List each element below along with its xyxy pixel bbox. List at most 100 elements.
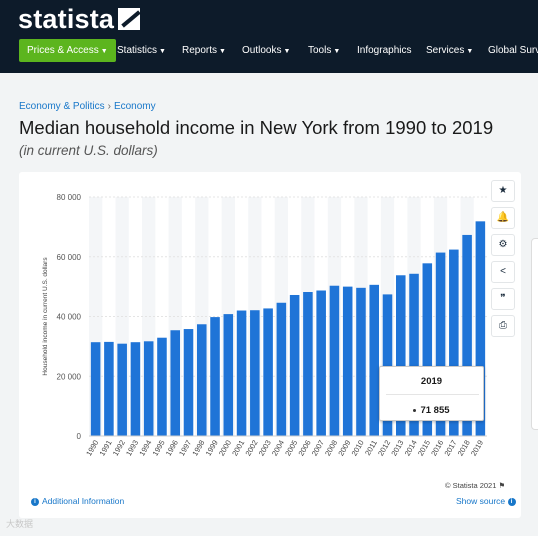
prices-access-label: Prices & Access — [27, 45, 99, 56]
star-icon[interactable]: ★ — [491, 180, 515, 202]
quote-icon[interactable]: ❞ — [491, 288, 515, 310]
x-tick-label: 1998 — [190, 439, 206, 458]
x-tick-label: 2006 — [296, 439, 312, 458]
nav-item-outlooks[interactable]: Outlooks ▼ — [242, 39, 290, 62]
bar-2008[interactable] — [329, 285, 340, 436]
nav-label: Outlooks — [242, 45, 282, 56]
bar-1993[interactable] — [130, 342, 141, 436]
share-icon[interactable]: < — [491, 261, 515, 283]
x-tick-label: 2007 — [310, 439, 326, 458]
bar-2010[interactable] — [356, 287, 366, 436]
bar-2000[interactable] — [223, 314, 234, 436]
bar-2013[interactable] — [395, 275, 406, 436]
breadcrumb-economy[interactable]: Economy — [113, 101, 156, 112]
bar-2011[interactable] — [369, 284, 380, 436]
bar-chart: 0 20 000 40 000 60 000 80 000 Household incom… — [42, 193, 487, 458]
bar-1996[interactable] — [170, 330, 181, 436]
bar-2014[interactable] — [409, 273, 419, 436]
nav-label: Reports — [182, 45, 218, 56]
nav-item-tools[interactable]: Tools ▼ — [308, 39, 340, 62]
logo-text: statista — [18, 3, 115, 34]
bar-1991[interactable] — [104, 341, 114, 436]
nav-item-global-survey[interactable]: Global Surve — [488, 39, 538, 62]
additional-information-label: Additional Information — [42, 496, 125, 506]
x-tick-label: 1997 — [177, 439, 193, 458]
nav-label: Statistics — [117, 45, 158, 56]
main-nav: Prices & Access ▼ Statistics ▼ Reports ▼ Ou… — [0, 39, 538, 62]
x-tick-label: 2018 — [456, 439, 472, 458]
caret-down-icon: ▼ — [219, 48, 226, 55]
bar-1999[interactable] — [210, 317, 220, 436]
bell-icon[interactable]: 🔔 — [491, 207, 515, 229]
bar-2005[interactable] — [289, 294, 300, 436]
info-icon: i — [31, 497, 39, 506]
bar-2018[interactable] — [462, 234, 472, 436]
bar-2003[interactable] — [263, 308, 273, 436]
gear-icon[interactable]: ⚙ — [491, 234, 515, 256]
nav-label: Infographics — [357, 45, 412, 56]
x-tick-label: 2010 — [350, 439, 366, 458]
bar-2017[interactable] — [449, 249, 459, 436]
x-tick-label: 2017 — [442, 439, 458, 458]
bar-1995[interactable] — [157, 337, 167, 436]
bar-1998[interactable] — [196, 324, 207, 436]
page-subtitle: (in current U.S. dollars) — [19, 143, 158, 158]
caret-down-icon: ▼ — [466, 48, 474, 55]
nav-item-reports[interactable]: Reports ▼ — [182, 39, 226, 62]
bar-2019[interactable] — [475, 221, 486, 436]
nav-item-statistics[interactable]: Statistics ▼ — [117, 39, 166, 62]
bar-1997[interactable] — [183, 329, 194, 436]
x-tick-label: 2004 — [270, 439, 286, 458]
info-icon: i — [507, 497, 516, 506]
bar-2012[interactable] — [382, 294, 393, 436]
chart-tooltip: 2019 71 855 — [379, 366, 484, 421]
bar-1994[interactable] — [143, 341, 154, 436]
bar-2015[interactable] — [422, 263, 433, 436]
series-dot-icon — [413, 408, 417, 412]
chart-card: 0 20 000 40 000 60 000 80 000 Household incom… — [19, 172, 521, 518]
show-source-link[interactable]: Show source i — [456, 496, 519, 506]
nav-item-infographics[interactable]: Infographics — [357, 39, 411, 62]
bar-2001[interactable] — [236, 310, 247, 436]
statista-logo[interactable]: statista — [18, 3, 141, 34]
breadcrumb: Economy & Politics › Economy — [19, 101, 156, 112]
prices-access-button[interactable]: Prices & Access ▼ — [19, 39, 116, 62]
nav-label: Tools — [308, 45, 332, 56]
y-tick-label: 60 000 — [57, 253, 82, 262]
bar-1992[interactable] — [117, 343, 127, 436]
caret-down-icon: ▼ — [283, 48, 291, 55]
print-icon[interactable]: ⎙ — [491, 315, 515, 337]
side-panel-edge — [531, 238, 538, 430]
bar-2004[interactable] — [276, 302, 287, 436]
x-tick-label: 1993 — [124, 439, 140, 458]
tooltip-value: 71 855 — [420, 405, 450, 416]
y-axis-title: Household income in current U.S. dollars — [42, 257, 49, 376]
x-tick-label: 1991 — [97, 439, 113, 458]
tooltip-value-row: 71 855 — [380, 405, 483, 416]
x-tick-label: 1996 — [164, 439, 180, 458]
x-tick-label: 2019 — [469, 439, 485, 458]
bar-2002[interactable] — [250, 310, 260, 436]
x-tick-label: 2012 — [376, 439, 392, 458]
breadcrumb-separator: › — [107, 101, 111, 112]
nav-item-services[interactable]: Services ▼ — [426, 39, 473, 62]
bar-1990[interactable] — [90, 342, 101, 436]
statista-credit[interactable]: © Statista 2021 ⚑ — [445, 481, 505, 490]
x-tick-label: 2002 — [243, 439, 259, 458]
x-tick-label: 2016 — [429, 439, 445, 458]
breadcrumb-economy-politics[interactable]: Economy & Politics — [19, 101, 105, 112]
x-tick-label: 2000 — [217, 439, 233, 458]
bar-2007[interactable] — [316, 290, 326, 436]
additional-information-link[interactable]: i Additional Information — [31, 496, 124, 506]
watermark: 大数据 — [6, 519, 34, 529]
caret-down-icon: ▼ — [333, 48, 341, 55]
bar-2006[interactable] — [303, 292, 313, 436]
top-navigation-bar: statista Prices & Access ▼ Statistics ▼ Re… — [0, 0, 538, 73]
x-tick-label: 2014 — [403, 439, 419, 458]
x-tick-label: 2009 — [336, 439, 352, 458]
credit-text: © Statista 2021 — [445, 481, 497, 490]
show-source-label: Show source — [456, 496, 506, 506]
bar-2009[interactable] — [342, 286, 353, 436]
bar-2016[interactable] — [435, 252, 446, 436]
x-tick-label: 2001 — [230, 439, 246, 458]
